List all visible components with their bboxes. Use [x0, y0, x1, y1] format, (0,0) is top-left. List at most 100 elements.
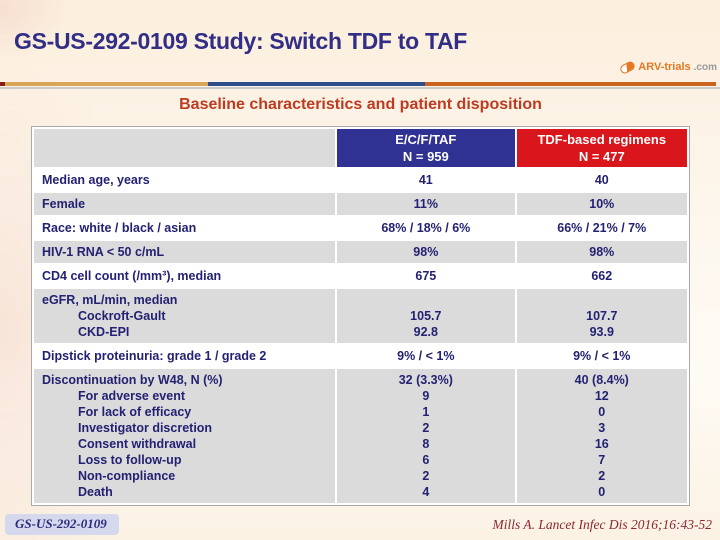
value-cell-ecftaf: 41 [337, 169, 515, 191]
row-value: 7 [598, 453, 606, 467]
row-value: 2 [422, 421, 430, 435]
table-row: HIV-1 RNA < 50 c/mL 98% 98% [34, 241, 687, 263]
divider-top-line [0, 82, 716, 86]
table-row: Median age, years 41 40 [34, 169, 687, 191]
row-value: 662 [591, 269, 613, 283]
row-label-cell: Female [34, 193, 336, 215]
divider-orange-segment [425, 82, 716, 86]
header-ecftaf-n: N = 959 [402, 149, 449, 164]
arv-trials-logo: ARV-trials .com [619, 59, 717, 75]
row-label-cell: Dipstick proteinuria: grade 1 / grade 2 [34, 345, 336, 367]
row-value: 9 [422, 389, 430, 403]
row-label: HIV-1 RNA < 50 c/mL [42, 245, 165, 259]
row-label: CKD-EPI [78, 325, 130, 339]
header-ecftaf-name: E/C/F/TAF [395, 132, 457, 147]
header-tdf: TDF-based regimens N = 477 [516, 129, 687, 167]
row-value: 9% / < 1% [573, 349, 631, 363]
row-value: 10% [589, 197, 615, 211]
row-label: Median age, years [42, 173, 150, 187]
header-tdf-name: TDF-based regimens [537, 132, 667, 147]
header-empty-cell [34, 129, 336, 167]
value-cell-tdf: 40 (8.4%) 12 0 3 16 7 2 0 [516, 369, 687, 503]
row-value: 3 [598, 421, 606, 435]
row-value: 0 [598, 405, 606, 419]
study-id-footer: GS-US-292-0109 [5, 514, 119, 535]
row-value: 98% [413, 245, 439, 259]
value-cell-tdf: 662 [516, 265, 687, 287]
row-label-cell: eGFR, mL/min, median Cockroft-Gault CKD-EP… [34, 289, 336, 343]
row-label: Dipstick proteinuria: grade 1 / grade 2 [42, 349, 267, 363]
row-value: 92.8 [413, 325, 438, 339]
row-value: 68% / 18% / 6% [381, 221, 471, 235]
row-value: 40 [594, 173, 609, 187]
row-value: 11% [413, 197, 438, 211]
row-label-cell: CD4 cell count (/mm³), median [34, 265, 336, 287]
value-cell-tdf: 107.7 93.9 [516, 289, 687, 343]
table-row: CD4 cell count (/mm³), median 675 662 [34, 265, 687, 287]
value-cell-ecftaf: 32 (3.3%) 9 1 2 8 6 2 4 [337, 369, 515, 503]
value-cell-tdf: 10% [516, 193, 687, 215]
table-header-row: E/C/F/TAF N = 959 TDF-based regimens N =… [34, 129, 687, 167]
row-value: 4 [422, 485, 430, 499]
row-value: 105.7 [410, 309, 442, 323]
title-divider [0, 82, 720, 90]
table-row: Discontinuation by W48, N (%) For adverse… [34, 369, 687, 503]
row-label-cell: Discontinuation by W48, N (%) For adverse… [34, 369, 336, 503]
row-label: Death [78, 485, 113, 499]
row-value: 107.7 [586, 309, 618, 323]
row-value: 98% [589, 245, 615, 259]
value-cell-tdf: 66% / 21% / 7% [516, 217, 687, 239]
citation-footer: Mills A. Lancet Infec Dis 2016;16:43-52 [492, 517, 712, 532]
divider-blue-segment [208, 82, 425, 86]
value-cell-ecftaf: 98% [337, 241, 515, 263]
row-label: Race: white / black / asian [42, 221, 197, 235]
header-tdf-n: N = 477 [578, 149, 625, 164]
table-row: Female 11% 10% [34, 193, 687, 215]
row-label: For lack of efficacy [78, 405, 192, 419]
value-cell-tdf: 98% [516, 241, 687, 263]
row-value: 2 [598, 469, 606, 483]
row-label: eGFR, mL/min, median [42, 293, 178, 307]
row-label: Female [42, 197, 86, 211]
value-cell-tdf: 9% / < 1% [516, 345, 687, 367]
value-cell-tdf: 40 [516, 169, 687, 191]
row-value: 2 [422, 469, 430, 483]
header-ecftaf: E/C/F/TAF N = 959 [337, 129, 515, 167]
divider-gray-line [0, 87, 720, 89]
logo-name: ARV-trials [638, 61, 691, 73]
row-value: 16 [594, 437, 609, 451]
row-value: 40 (8.4%) [574, 373, 629, 387]
row-label: CD4 cell count (/mm³), median [42, 269, 222, 283]
row-value: 41 [418, 173, 433, 187]
row-label: For adverse event [78, 389, 185, 403]
row-value: 0 [598, 485, 606, 499]
row-value: 66% / 21% / 7% [557, 221, 647, 235]
pill-icon [619, 59, 637, 75]
table-row: Dipstick proteinuria: grade 1 / grade 2 9… [34, 345, 687, 367]
row-label: Loss to follow-up [78, 453, 182, 467]
value-cell-ecftaf: 11% [337, 193, 515, 215]
row-value: 32 (3.3%) [398, 373, 453, 387]
row-value: 12 [594, 389, 609, 403]
value-cell-ecftaf: 9% / < 1% [337, 345, 515, 367]
baseline-characteristics-table: E/C/F/TAF N = 959 TDF-based regimens N =… [31, 126, 690, 506]
value-cell-ecftaf: 68% / 18% / 6% [337, 217, 515, 239]
row-value [339, 292, 512, 308]
table-body: Median age, years 41 40 Female 11% 10% Race: w… [34, 169, 687, 503]
row-label: Investigator discretion [78, 421, 213, 435]
slide-subtitle: Baseline characteristics and patient dis… [179, 96, 542, 113]
divider-tan-segment [5, 82, 208, 86]
divider-red-segment [0, 82, 5, 86]
value-cell-ecftaf: 675 [337, 265, 515, 287]
table-row: eGFR, mL/min, median Cockroft-Gault CKD-EP… [34, 289, 687, 343]
row-label: Cockroft-Gault [78, 309, 166, 323]
row-value: 8 [422, 437, 430, 451]
row-label: Consent withdrawal [78, 437, 197, 451]
row-label-cell: Median age, years [34, 169, 336, 191]
row-value: 93.9 [589, 325, 614, 339]
row-label: Discontinuation by W48, N (%) [42, 373, 223, 387]
row-value: 9% / < 1% [397, 349, 455, 363]
row-label-cell: Race: white / black / asian [34, 217, 336, 239]
table-row: Race: white / black / asian 68% / 18% / 6… [34, 217, 687, 239]
